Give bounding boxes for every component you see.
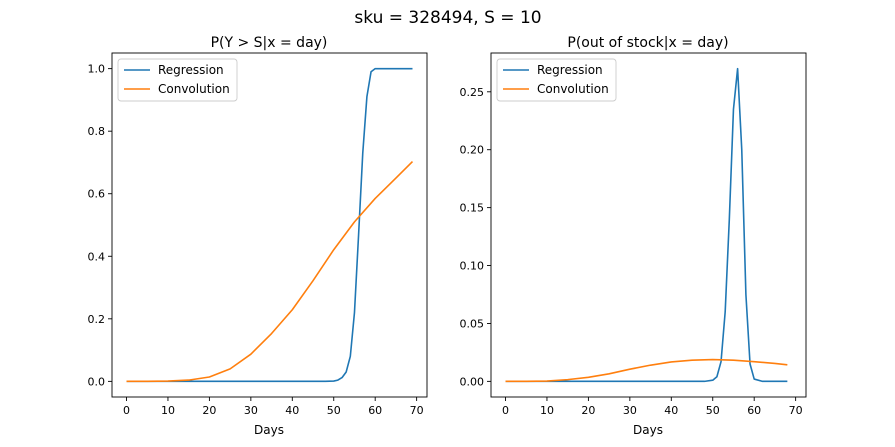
right-y-tick-label: 0.20: [460, 144, 485, 157]
right-panel-title: P(out of stock|x = day): [567, 35, 728, 51]
right-series-line-convolution: [505, 358, 788, 383]
right-x-tick-label: 40: [664, 404, 678, 417]
right-y-tick-label: 0.05: [460, 317, 485, 330]
left-x-tick-label: 50: [327, 404, 341, 417]
left-x-axis-label: Days: [254, 423, 284, 437]
right-axes-frame: [490, 52, 807, 398]
right-x-tick-label: 70: [789, 404, 803, 417]
left-x-tick-label: 0: [123, 404, 130, 417]
left-y-tick-label: 1.0: [88, 63, 106, 76]
right-y-tick-label: 0.15: [460, 202, 485, 215]
right-y-tick-label: 0.00: [460, 375, 485, 388]
left-plot: 0 10 20 30 40 50 60 70 0.0 0.2 0.4 0.6 0.8 1.0 Regress…: [88, 52, 428, 417]
left-x-tick-label: 40: [285, 404, 299, 417]
figure-suptitle: sku = 328494, S = 10: [354, 8, 541, 28]
left-series-line-convolution: [126, 160, 414, 383]
left-x-tick-label: 70: [410, 404, 424, 417]
right-x-tick-label: 50: [706, 404, 720, 417]
left-y-tick-label: 0.8: [88, 125, 106, 138]
right-y-tick-label: 0.25: [460, 86, 485, 99]
left-y-tick-label: 0.2: [88, 313, 106, 326]
left-x-tick-label: 10: [161, 404, 175, 417]
right-legend-label-convolution: Convolution: [537, 82, 609, 96]
right-x-tick-label: 10: [540, 404, 554, 417]
left-legend-label-regression: Regression: [158, 63, 224, 77]
right-x-tick-label: 30: [623, 404, 637, 417]
left-legend-label-convolution: Convolution: [158, 82, 230, 96]
left-axes-frame: [111, 52, 428, 398]
right-y-tick-label: 0.10: [460, 260, 485, 273]
left-x-tick-label: 30: [244, 404, 258, 417]
left-y-tick-label: 0.0: [88, 375, 106, 388]
left-y-tick-label: 0.6: [88, 188, 106, 201]
right-x-tick-label: 20: [581, 404, 595, 417]
right-legend-label-regression: Regression: [537, 63, 603, 77]
left-panel-title: P(Y > S|x = day): [211, 35, 328, 51]
left-series-line-regression: [126, 67, 413, 383]
right-x-tick-label: 60: [747, 404, 761, 417]
right-x-axis-label: Days: [633, 423, 663, 437]
left-x-tick-label: 20: [202, 404, 216, 417]
right-series-line-regression: [505, 67, 788, 383]
right-plot: 0 10 20 30 40 50 60 70 0.00 0.05 0.10 0.15 0.20 0.25 R…: [460, 52, 807, 417]
right-x-tick-label: 0: [502, 404, 509, 417]
left-y-tick-label: 0.4: [88, 250, 106, 263]
left-x-tick-label: 60: [368, 404, 382, 417]
